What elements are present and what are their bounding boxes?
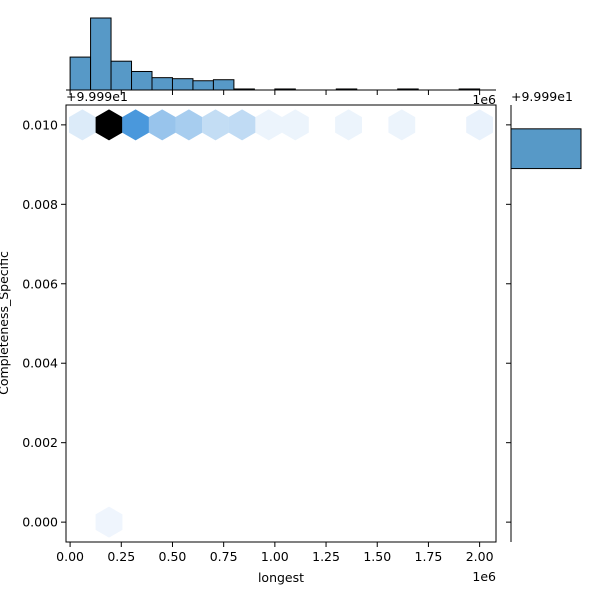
hexbin	[175, 109, 203, 141]
x-tick-label: 1.75	[415, 549, 443, 564]
marginal-y-ticks	[506, 124, 511, 523]
histogram-bar	[69, 56, 92, 91]
hexbin	[335, 109, 362, 141]
x-tick-label: 0.25	[107, 549, 135, 564]
x-tick-label: 0.75	[210, 549, 238, 564]
hexbin	[148, 109, 176, 141]
main-plot-frame	[65, 104, 497, 543]
histogram-bar	[510, 128, 582, 170]
marginal-x-ticks	[69, 90, 481, 95]
x-tick-label: 1.25	[312, 549, 340, 564]
y-tick-label: 0.002	[22, 435, 58, 450]
hexbin	[466, 109, 493, 141]
y-tick-label: 0.006	[22, 276, 58, 291]
marginal-y-histogram	[510, 128, 582, 170]
marginal-y-offset-label: +9.999e1	[511, 89, 573, 104]
histogram-bar	[171, 78, 194, 91]
histogram-bar	[90, 17, 112, 91]
hexbin	[95, 506, 123, 538]
x-tick-label: 1.50	[363, 549, 391, 564]
hexbin-layer	[69, 109, 493, 538]
x-tick-label: 0.00	[56, 549, 84, 564]
histogram-bar	[151, 77, 173, 91]
histogram-bar	[212, 79, 235, 91]
hexbin	[202, 109, 229, 141]
histogram-bar	[131, 70, 153, 91]
y-tick-label: 0.000	[22, 515, 58, 530]
x-axis: 0.00 0.25 0.50 0.75 1.00 1.25 1.50 1.75 2.00	[56, 542, 494, 564]
y-offset-label: +9.999e1	[66, 89, 128, 104]
hexbin	[281, 109, 309, 141]
histogram-bar	[110, 60, 133, 91]
x-axis-title: longest	[258, 570, 304, 585]
hexbin	[388, 109, 416, 141]
x-tick-label: 0.50	[159, 549, 187, 564]
hexbin	[122, 109, 149, 141]
hexbin	[255, 109, 283, 141]
x-scale-label: 1e6	[472, 569, 496, 584]
hexbin	[69, 109, 96, 141]
histogram-bar	[192, 80, 214, 91]
y-tick-label: 0.010	[22, 117, 58, 132]
hexbin	[95, 109, 123, 141]
x-tick-label: 1.00	[261, 549, 289, 564]
y-tick-label: 0.004	[22, 356, 58, 371]
x-scale-label-top: 1e6	[472, 92, 496, 107]
marginal-x-histogram	[69, 17, 481, 91]
y-tick-label: 0.008	[22, 197, 58, 212]
x-tick-label: 2.00	[466, 549, 494, 564]
hexbin	[228, 109, 256, 141]
y-axis-title: Completeness_Specific	[0, 251, 11, 395]
y-axis: 0.000 0.002 0.004 0.006 0.008 0.010	[22, 117, 66, 530]
